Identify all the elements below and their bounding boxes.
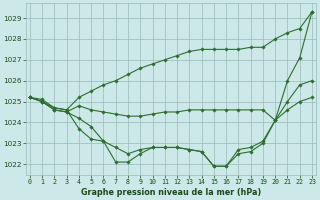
- X-axis label: Graphe pression niveau de la mer (hPa): Graphe pression niveau de la mer (hPa): [81, 188, 261, 197]
